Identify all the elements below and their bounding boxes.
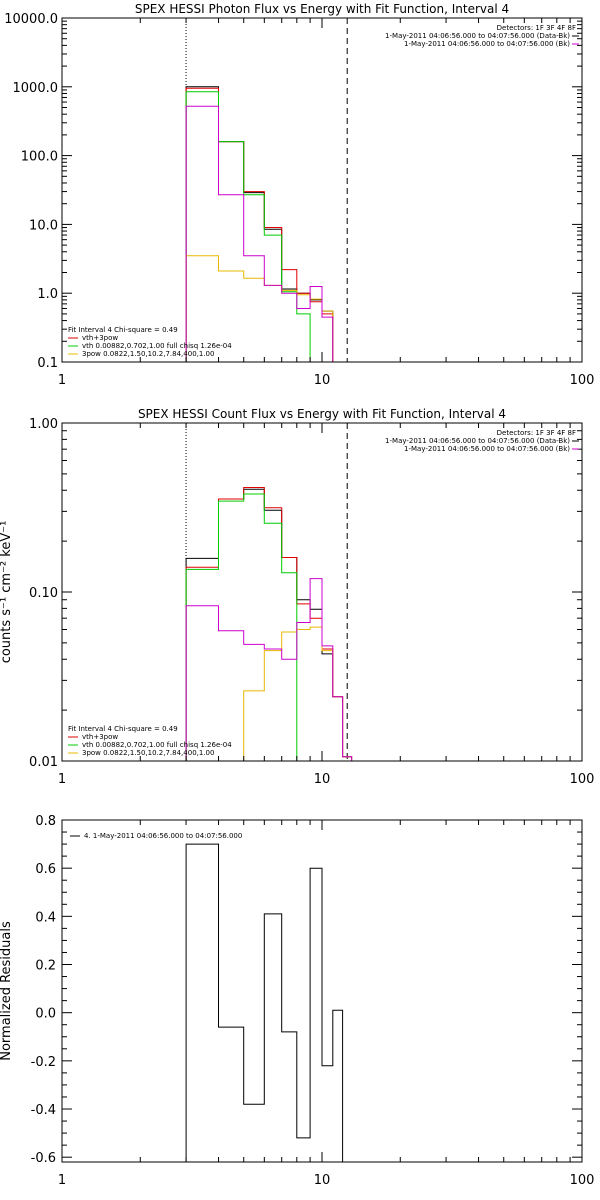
series-0-line: [185, 488, 353, 761]
y-tick-label: -0.6: [31, 1151, 56, 1166]
legend-top-right-entry: 1-May-2011 04:06:56.000 to 04:07:56.000 …: [404, 445, 570, 453]
y-tick-label: 1.0: [37, 287, 58, 302]
y-tick-label: 0.0: [35, 1007, 56, 1022]
legend-top-right-entry: 1-May-2011 04:06:56.000 to 04:07:56.000 …: [404, 40, 570, 48]
chart-title: SPEX HESSI Photon Flux vs Energy with Fi…: [135, 2, 509, 16]
x-tick-label: 100: [570, 373, 595, 388]
series-1-line: [185, 487, 353, 761]
y-axis-label: counts s⁻¹ cm⁻² keV⁻¹: [0, 521, 14, 664]
count-flux-panel: 1 10 100 0.01 0.10 1.00 SPEX HESSI Count Flux …: [0, 407, 595, 787]
x-tick-label: 1: [58, 1173, 66, 1188]
legend-top-left-entry: 4. 1-May-2011 04:06:56.000 to 04:07:56.0…: [84, 832, 242, 840]
y-tick-label: 0.8: [35, 814, 56, 829]
y-tick-label: 1.00: [29, 417, 58, 432]
y-tick-label: 0.6: [35, 862, 56, 877]
legend-top-right-entry: 1-May-2011 04:06:56.000 to 04:07:56.000 …: [385, 32, 570, 40]
y-tick-label: -0.2: [31, 1055, 56, 1070]
x-tick-label: 10: [314, 1173, 331, 1188]
legend-bottom-left-entry: Fit Interval 4 Chi-square = 0.49: [68, 326, 178, 334]
y-axis-label: Normalized Residuals: [0, 921, 14, 1061]
legend-bottom-left-entry: 3pow 0.0822,1.50,10.2,7.84,400,1.00: [82, 350, 214, 358]
y-tick-label: 10000.0: [4, 12, 58, 27]
y-tick-label: 0.1: [37, 356, 58, 371]
residuals-panel: 1 10 100 -0.6 -0.4 -0.2 0.0 0.2 0.4 0.6 0.8 Normali…: [0, 814, 594, 1188]
data-area: [185, 843, 344, 1162]
data-area: [185, 86, 334, 362]
y-tick-label: 1000.0: [13, 81, 59, 96]
x-tick-label: 1: [58, 772, 66, 787]
x-tick-label: 100: [570, 772, 595, 787]
legend-top-right-entry: Detectors: 1F 3F 4F 8F: [497, 24, 576, 32]
legend-bottom-left-entry: Fit Interval 4 Chi-square = 0.49: [68, 725, 178, 733]
series-2-line: [185, 493, 311, 761]
y-tick-label: -0.4: [31, 1103, 56, 1118]
legend-bottom-left-entry: 3pow 0.0822,1.50,10.2,7.84,400,1.00: [82, 749, 214, 757]
legend-bottom-left-entry: vth 0.00882,0.702,1.00 full chisq 1.26e-…: [82, 342, 232, 350]
legend-bottom-left-entry: vth+3pow: [82, 733, 118, 741]
y-tick-label: 0.4: [35, 910, 56, 925]
series-4-line: [185, 105, 334, 362]
photon-flux-panel: 1 10 100 0.1 1.0 10.0 100.0 1000.0 10000.0 SPEX H…: [4, 2, 594, 388]
legend-bottom-left-entry: vth+3pow: [82, 334, 118, 342]
y-tick-label: 0.10: [29, 586, 58, 601]
legend-top-right-entry: 1-May-2011 04:06:56.000 to 04:07:56.000 …: [385, 437, 570, 445]
chart-title: SPEX HESSI Count Flux vs Energy with Fit…: [138, 407, 506, 421]
x-tick-label: 10: [314, 373, 331, 388]
y-tick-label: 10.0: [29, 218, 58, 233]
series-4-line: [185, 578, 353, 761]
series-0-line: [185, 86, 334, 362]
y-tick-label: 0.01: [29, 755, 58, 770]
legend-bottom-left-entry: vth 0.00882,0.702,1.00 full chisq 1.26e-…: [82, 741, 232, 749]
series-2-line: [185, 91, 311, 362]
x-tick-label: 1: [58, 373, 66, 388]
x-tick-label: 10: [314, 772, 331, 787]
y-tick-label: 100.0: [21, 150, 58, 165]
data-area: [185, 487, 353, 761]
legend-top-right-entry: Detectors: 1F 3F 4F 8F: [497, 429, 576, 437]
x-tick-label: 100: [570, 1173, 595, 1188]
series-1-line: [185, 87, 334, 362]
y-tick-label: 0.2: [35, 959, 56, 974]
series-0-line: [185, 843, 344, 1162]
